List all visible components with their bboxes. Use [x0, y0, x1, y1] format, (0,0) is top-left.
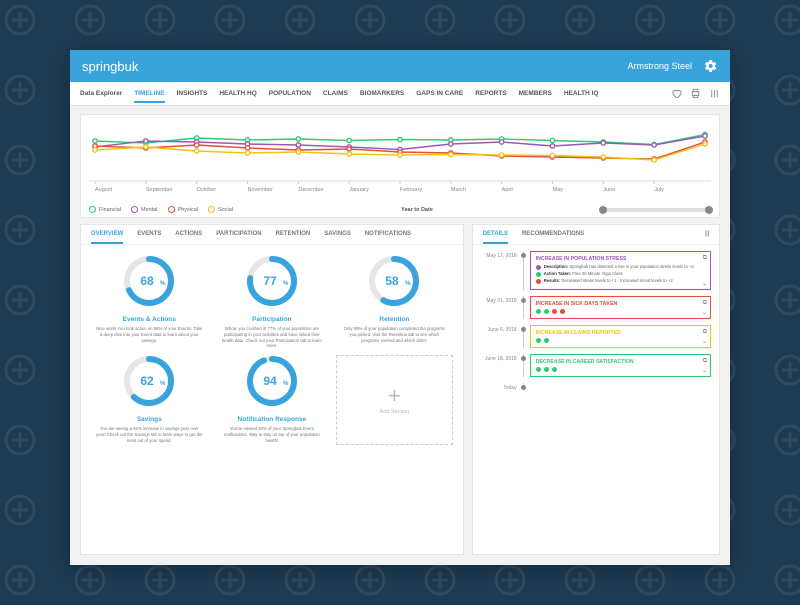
brand-logo: springbuk [82, 59, 138, 74]
svg-text:%: % [160, 381, 166, 387]
details-tabs: DETAILS RECOMMENDATIONS | | [473, 225, 719, 245]
timeline-chart: August September October November December Ja… [89, 121, 711, 199]
event-date: June 6, 2018 [481, 325, 523, 333]
filter-icon[interactable] [709, 88, 720, 99]
svg-text:December: December [298, 187, 324, 193]
legend-mental[interactable]: Mental [131, 206, 158, 213]
open-icon[interactable]: ⧉ [703, 300, 707, 307]
metric-events-actions[interactable]: 68 % Events & Actions Nice work! You too… [91, 255, 208, 349]
overview-tab-savings[interactable]: SAVINGS [324, 231, 351, 244]
plus-icon: + [388, 385, 401, 407]
open-icon[interactable]: ⧉ [703, 358, 707, 365]
svg-text:%: % [405, 281, 411, 287]
event-date: June 18, 2018 [481, 354, 523, 362]
event-date: May 12, 2018 [481, 251, 523, 259]
ytd-label: Year to Date [243, 207, 591, 213]
overview-tab-actions[interactable]: ACTIONS [175, 231, 202, 244]
nav-tab-health-iq[interactable]: HEALTH IQ [564, 90, 599, 103]
chevron-down-icon[interactable]: ⌄ [702, 309, 707, 316]
event-date: May 31, 2018 [481, 296, 523, 304]
details-panel: DETAILS RECOMMENDATIONS | | May 12, 2018 I… [472, 224, 720, 555]
header: springbuk Armstrong Steel [70, 50, 730, 82]
timeline-event: May 12, 2018 INCREASE IN POPULATION STRE… [481, 251, 711, 290]
timeline-event: June 18, 2018 DECREASE IN CAREER SATISFA… [481, 354, 711, 377]
metrics-grid: 68 % Events & Actions Nice work! You too… [81, 245, 463, 455]
add-section-button[interactable]: +Add Section [336, 355, 453, 445]
org-name: Armstrong Steel [627, 61, 692, 71]
details-tab-details[interactable]: DETAILS [483, 231, 508, 244]
svg-text:February: February [400, 187, 422, 193]
chevron-down-icon[interactable]: ⌄ [702, 280, 707, 287]
metric-participation[interactable]: 77 % Participation Whoa, you crushed it!… [214, 255, 331, 349]
nav-tab-biomarkers[interactable]: BIOMARKERS [360, 90, 404, 103]
nav-tab-health-hq[interactable]: HEALTH HQ [219, 90, 256, 103]
chart-legend: Financial Mental Physical Social Year to Da… [89, 206, 711, 213]
svg-text:58: 58 [386, 274, 400, 288]
app-window: springbuk Armstrong Steel Data Explorer … [70, 50, 730, 565]
svg-text:March: March [451, 187, 466, 193]
range-scrubber[interactable] [601, 208, 711, 212]
open-icon[interactable]: ⧉ [703, 255, 707, 262]
nav-tab-population[interactable]: POPULATION [269, 90, 311, 103]
heart-icon[interactable] [671, 88, 682, 99]
svg-text:November: November [248, 187, 274, 193]
nav-tab-members[interactable]: MEMBERS [519, 90, 552, 103]
metric-notification-response[interactable]: 94 % Notification Response You've viewed… [214, 355, 331, 445]
svg-text:May: May [552, 187, 563, 193]
svg-text:January: January [349, 187, 369, 193]
svg-text:April: April [502, 187, 513, 193]
svg-text:62: 62 [141, 374, 155, 388]
svg-text:October: October [197, 187, 217, 193]
nav-label: Data Explorer [80, 90, 122, 97]
open-icon[interactable]: ⧉ [703, 329, 707, 336]
nav-tab-timeline[interactable]: TIMELINE [134, 90, 164, 103]
event-card[interactable]: INCREASE IN SICK DAYS TAKEN ⧉ ⌄ [530, 296, 711, 319]
timeline-chart-card: August September October November December Ja… [80, 114, 720, 218]
details-timeline: May 12, 2018 INCREASE IN POPULATION STRE… [473, 245, 719, 554]
svg-text:June: June [603, 187, 615, 193]
event-card[interactable]: DECREASE IN CAREER SATISFACTION ⧉ ⌄ [530, 354, 711, 377]
timeline-event: June 6, 2018 INCREASE IN CLAIMS REPORTED… [481, 325, 711, 348]
print-icon[interactable] [690, 88, 701, 99]
svg-text:77: 77 [263, 274, 277, 288]
svg-text:%: % [283, 281, 289, 287]
details-filter-icon[interactable]: | | [705, 231, 709, 244]
svg-text:September: September [146, 187, 173, 193]
nav-tab-gaps-in-care[interactable]: GAPS IN CARE [416, 90, 463, 103]
details-tab-recommendations[interactable]: RECOMMENDATIONS [522, 231, 584, 244]
overview-tabs: OVERVIEW EVENTS ACTIONS PARTICIPATION RETENT… [81, 225, 463, 245]
overview-panel: OVERVIEW EVENTS ACTIONS PARTICIPATION RETENT… [80, 224, 464, 555]
chevron-down-icon[interactable]: ⌄ [702, 367, 707, 374]
overview-tab-participation[interactable]: PARTICIPATION [216, 231, 261, 244]
svg-text:July: July [654, 187, 664, 193]
overview-tab-retention[interactable]: RETENTION [276, 231, 311, 244]
chevron-down-icon[interactable]: ⌄ [702, 338, 707, 345]
legend-social[interactable]: Social [208, 206, 233, 213]
legend-physical[interactable]: Physical [168, 206, 198, 213]
overview-tab-overview[interactable]: OVERVIEW [91, 231, 123, 244]
nav-tab-claims[interactable]: CLAIMS [323, 90, 348, 103]
metric-retention[interactable]: 58 % Retention Only 58% of your populati… [336, 255, 453, 349]
timeline-event: May 31, 2018 INCREASE IN SICK DAYS TAKEN… [481, 296, 711, 319]
metric-savings[interactable]: 62 % Savings You are seeing a 62% increa… [91, 355, 208, 445]
event-card[interactable]: INCREASE IN POPULATION STRESS Descriptio… [530, 251, 711, 290]
svg-text:68: 68 [141, 274, 155, 288]
overview-tab-events[interactable]: EVENTS [137, 231, 161, 244]
svg-text:August: August [95, 187, 113, 193]
nav-tab-reports[interactable]: REPORTS [475, 90, 506, 103]
overview-tab-notifications[interactable]: NOTIFICATIONS [365, 231, 411, 244]
event-card[interactable]: INCREASE IN CLAIMS REPORTED ⧉ ⌄ [530, 325, 711, 348]
svg-text:94: 94 [263, 374, 277, 388]
today-label: Today [481, 383, 523, 391]
nav-tabs: Data Explorer TIMELINE INSIGHTS HEALTH HQ P… [70, 82, 730, 106]
svg-text:%: % [283, 381, 289, 387]
nav-tab-insights[interactable]: INSIGHTS [177, 90, 208, 103]
gear-icon[interactable] [702, 58, 718, 74]
legend-financial[interactable]: Financial [89, 206, 121, 213]
svg-text:%: % [160, 281, 166, 287]
